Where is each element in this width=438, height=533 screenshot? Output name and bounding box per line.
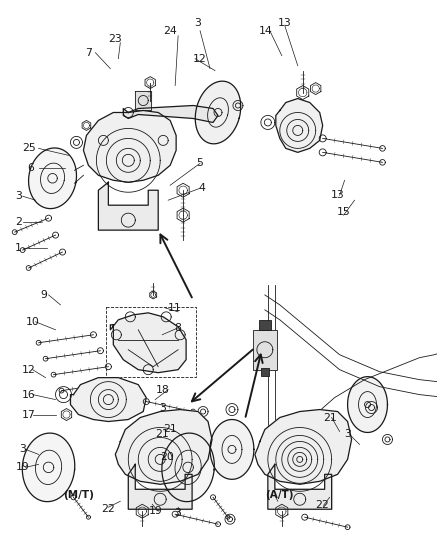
Text: 13: 13 — [278, 18, 292, 28]
Polygon shape — [83, 110, 176, 182]
Polygon shape — [124, 106, 218, 123]
Polygon shape — [110, 313, 186, 373]
Text: 3: 3 — [159, 402, 166, 413]
Text: 15: 15 — [337, 207, 350, 217]
Text: 17: 17 — [22, 409, 35, 419]
Polygon shape — [348, 377, 388, 432]
Text: 11: 11 — [168, 303, 182, 313]
Text: 2: 2 — [15, 217, 22, 227]
Text: 19: 19 — [16, 462, 29, 472]
Polygon shape — [162, 433, 214, 502]
Bar — [261, 368, 269, 376]
Text: 10: 10 — [26, 317, 39, 327]
Text: 3: 3 — [194, 18, 201, 28]
Text: 21: 21 — [323, 413, 336, 423]
Text: 18: 18 — [155, 385, 169, 394]
Text: 3: 3 — [19, 445, 26, 455]
Polygon shape — [255, 409, 352, 484]
Bar — [259, 320, 271, 330]
Text: 9: 9 — [40, 290, 47, 300]
Text: 8: 8 — [175, 323, 182, 333]
Text: 21: 21 — [163, 424, 177, 434]
Polygon shape — [276, 99, 323, 152]
Text: 23: 23 — [109, 34, 122, 44]
Polygon shape — [268, 464, 332, 509]
Text: (M/T): (M/T) — [63, 490, 94, 500]
Text: 12: 12 — [22, 365, 35, 375]
Polygon shape — [28, 148, 77, 208]
Text: 21: 21 — [155, 430, 169, 440]
Text: 22: 22 — [315, 500, 328, 510]
Text: 6: 6 — [27, 163, 34, 173]
Text: 4: 4 — [198, 183, 205, 193]
Polygon shape — [135, 91, 151, 110]
Text: 3: 3 — [15, 191, 22, 201]
Text: 1: 1 — [15, 243, 22, 253]
Text: (A/T): (A/T) — [265, 490, 294, 500]
Text: 3: 3 — [175, 508, 182, 518]
Text: 7: 7 — [85, 47, 92, 58]
Text: 16: 16 — [22, 390, 35, 400]
Text: 20: 20 — [160, 453, 174, 463]
Text: 25: 25 — [22, 143, 35, 154]
Polygon shape — [99, 182, 158, 230]
Polygon shape — [115, 409, 212, 484]
Text: 5: 5 — [197, 158, 204, 168]
Polygon shape — [128, 464, 192, 509]
Text: 14: 14 — [259, 26, 273, 36]
Text: 3: 3 — [344, 430, 351, 440]
Text: 24: 24 — [163, 26, 177, 36]
Bar — [253, 330, 277, 370]
Text: 19: 19 — [148, 506, 162, 516]
Text: 22: 22 — [102, 504, 115, 514]
Polygon shape — [210, 419, 254, 479]
Polygon shape — [22, 433, 75, 502]
Text: 13: 13 — [331, 190, 345, 200]
Polygon shape — [71, 378, 146, 422]
Polygon shape — [195, 81, 241, 144]
Text: 12: 12 — [193, 54, 207, 63]
